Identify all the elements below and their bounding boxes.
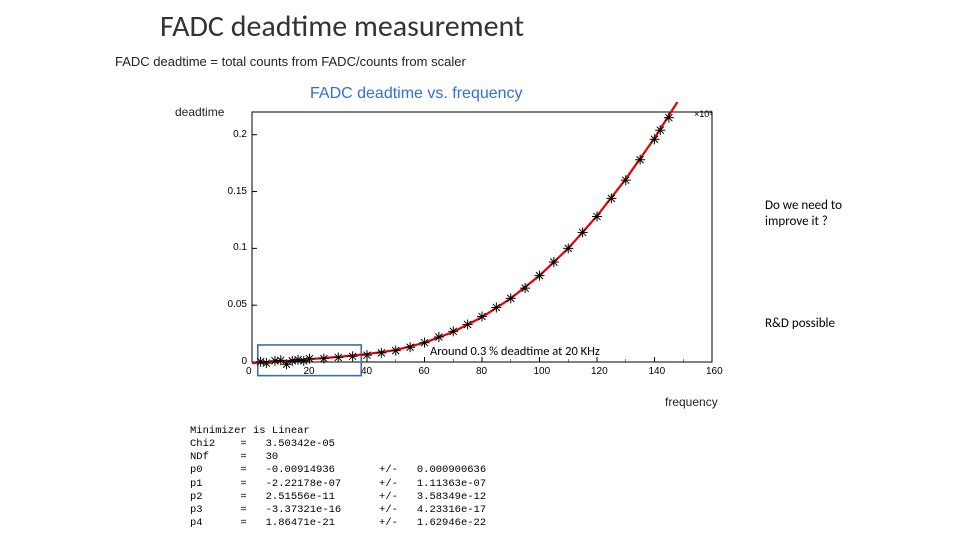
x-tick-label: 140 [649,366,666,377]
x-tick-label: 60 [419,366,430,377]
chart-title: FADC deadtime vs. frequency [310,85,523,103]
y-tick-label: 0.15 [217,186,247,197]
x-tick-label: 0 [246,366,252,377]
x-tick-label: 80 [476,366,487,377]
x-tick-label: 100 [534,366,551,377]
slide-title: FADC deadtime measurement [160,8,524,45]
y-axis-label: deadtime [175,105,224,119]
fit-parameters: Minimizer is Linear Chi2 = 3.50342e-05 N… [190,425,486,530]
chart-callout: Around 0.3 % deadtime at 20 KHz [430,344,600,359]
x-tick-label: 120 [591,366,608,377]
x-tick-label: 40 [361,366,372,377]
slide-subtitle: FADC deadtime = total counts from FADC/c… [115,54,466,69]
y-tick-label: 0.2 [217,129,247,140]
note-rnd: R&D possible [765,316,875,332]
y-tick-label: 0.05 [217,299,247,310]
note-improve: Do we need to improve it ? [765,198,875,231]
x-tick-label: 160 [706,366,723,377]
x-scale-note: ×10³ [694,109,712,119]
x-axis-label: frequency [665,395,718,409]
y-tick-label: 0.1 [217,242,247,253]
y-tick-label: 0 [217,356,247,367]
x-tick-label: 20 [304,366,315,377]
